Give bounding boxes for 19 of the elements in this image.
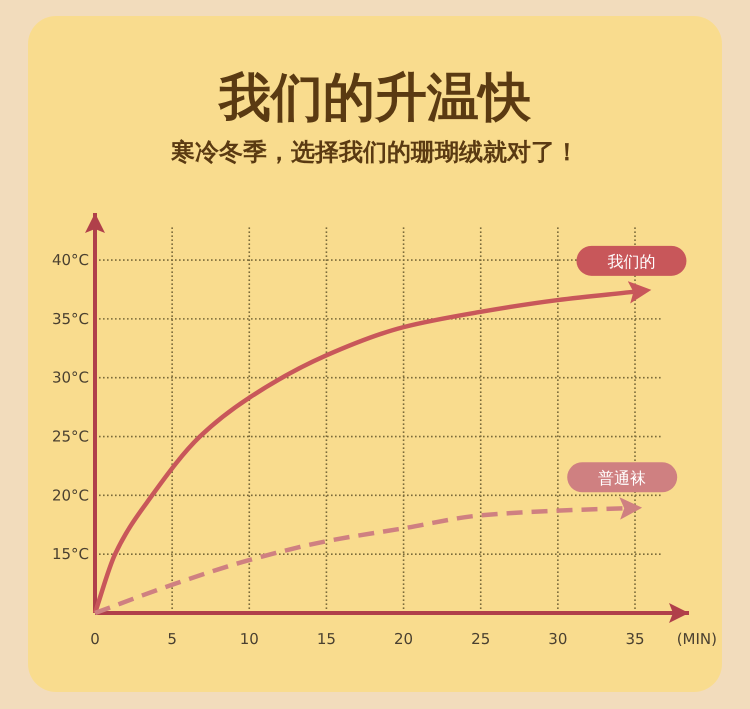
y-tick-label: 35°C <box>52 310 89 328</box>
y-tick-label: 40°C <box>52 251 89 270</box>
chart-subtitle: 寒冷冬季，选择我们的珊瑚绒就对了！ <box>170 138 579 166</box>
y-tick-label: 25°C <box>52 428 89 446</box>
chart-title: 我们的升温快 <box>217 68 532 128</box>
series-label: 我们的 <box>607 252 656 271</box>
x-tick-label: 30 <box>548 630 568 648</box>
x-tick-label: 0 <box>90 630 100 648</box>
x-axis-title: (MIN) <box>676 630 717 648</box>
y-tick-label: 30°C <box>52 368 89 387</box>
x-tick-label: 25 <box>471 630 490 648</box>
series-label: 普通袜 <box>598 468 646 488</box>
x-tick-label: 10 <box>240 630 259 648</box>
x-tick-label: 35 <box>625 630 645 648</box>
y-tick-label: 15°C <box>52 545 89 564</box>
y-tick-label: 20°C <box>52 486 89 504</box>
x-tick-label: 20 <box>394 630 414 648</box>
x-tick-label: 5 <box>167 630 177 648</box>
x-tick-label: 15 <box>316 630 336 648</box>
